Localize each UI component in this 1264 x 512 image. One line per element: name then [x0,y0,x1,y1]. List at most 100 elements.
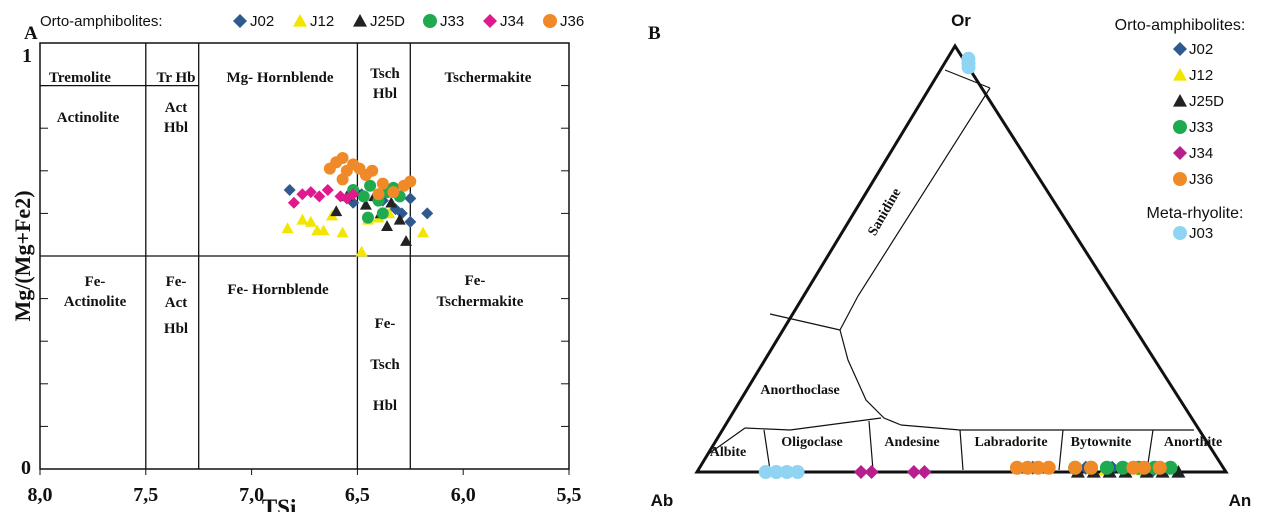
y-tick-label-1: 1 [22,45,32,67]
field-label-a: Tsch [370,357,400,373]
data-point-a-j12 [336,226,349,238]
data-point-b-j36 [1136,460,1151,475]
data-point-b-j36 [1068,460,1083,475]
data-point-a-j33 [364,179,377,192]
field-label-a: Tremolite [49,70,111,86]
data-point-a-j25d [393,213,406,225]
data-point-a-j36 [376,177,389,190]
data-point-b-j03 [758,465,773,479]
data-point-a-j33 [361,211,374,224]
field-label-b: Sanidine [865,186,904,239]
data-point-a-j34 [296,188,309,201]
field-boundary-b [744,417,882,431]
apex-label-or: Or [951,11,971,30]
legend-a-label-j33: J33 [440,13,464,30]
legend-b-marker-j34 [1173,146,1187,160]
data-point-b-j34 [917,465,932,479]
legend-b-marker-j12 [1173,68,1187,81]
legend-a-marker-j33 [423,14,437,28]
data-point-b-j25d [1171,465,1186,478]
data-point-a-j34 [304,186,317,199]
field-label-a: Actinolite [57,110,120,126]
field-label-a: Act [165,295,188,311]
field-label-b: Labradorite [974,435,1047,450]
data-point-a-j12 [304,215,317,227]
data-point-a-j25d [400,235,413,246]
field-label-a: Hbl [164,120,188,136]
apex-label-ab: Ab [651,491,674,510]
legend-b-title-1: Orto-amphibolites: [1115,17,1246,34]
data-point-a-j25d [385,196,398,208]
legend-a-label-j36: J36 [560,13,584,30]
panel-label-b: B [648,23,661,44]
field-boundary-b [763,429,771,471]
field-label-a: Mg- Hornblende [226,70,333,86]
data-point-a-j12 [416,226,429,238]
field-label-b: Albite [710,445,747,460]
data-point-a-j36 [387,186,400,199]
legend-a-label-j25d: J25D [370,13,405,30]
data-point-a-j12 [281,222,294,234]
x-tick-label: 7,0 [239,484,264,506]
data-point-a-j25d [330,205,343,217]
data-point-b-j36 [1126,460,1141,475]
legend-b-title-2: Meta-rhyolite: [1147,205,1244,222]
data-point-b-j36 [1020,460,1035,475]
field-label-b: Anorthoclase [760,383,839,398]
data-point-a-j25d [381,220,394,231]
legend-a-marker-j02 [233,14,247,28]
field-label-b: Oligoclase [781,435,842,450]
data-point-a-j02 [404,215,417,228]
field-boundary-b [944,69,991,89]
field-label-a: Fe- Hornblende [227,282,329,298]
data-point-a-j12 [317,224,330,236]
legend-b-marker-j36 [1173,172,1187,186]
legend-b-label-j03: J03 [1189,225,1213,242]
field-label-a: Fe- [465,273,486,289]
field-label-a: Tsch [370,66,400,82]
data-point-a-j02 [283,183,296,196]
data-point-b-j36 [1009,460,1024,475]
data-point-a-j36 [372,188,385,201]
x-tick-label: 6,5 [345,484,370,506]
data-point-a-j34 [321,183,334,196]
legend-b-label-j02: J02 [1189,41,1213,58]
data-point-a-j34 [287,196,300,209]
panel-label-a: A [24,23,38,44]
data-point-a-j36 [336,152,349,165]
legend-b-label-j12: J12 [1189,67,1213,84]
data-point-b-j33 [1163,460,1178,475]
data-point-a-j33 [376,207,389,220]
field-label-a: Fe- [85,274,106,290]
legend-b-label-j33: J33 [1189,119,1213,136]
data-point-b-j36 [1152,460,1167,475]
x-axis-label: TSi [262,495,297,512]
field-boundary-b [959,429,964,471]
data-point-b-j36 [1041,460,1056,475]
field-label-a: Fe- [166,274,187,290]
field-label-b: Andesine [884,435,939,450]
field-boundary-b [1058,429,1064,471]
field-label-a: Tschermakite [437,294,524,310]
data-point-b-j03 [769,465,784,479]
field-label-a: Fe- [375,316,396,332]
data-point-b-j36 [1031,460,1046,475]
field-boundary-b [868,420,874,471]
legend-a-marker-j12 [293,14,307,27]
data-point-a-j34 [347,188,360,201]
data-point-b-j03 [779,465,794,479]
data-point-a-j36 [366,164,379,177]
field-boundary-b [839,329,902,426]
data-point-a-j34 [313,190,326,203]
ternary-triangle [694,43,1229,474]
legend-b-label-j36: J36 [1189,171,1213,188]
x-tick-label: 7,5 [133,484,158,506]
legend-a-marker-j36 [543,14,557,28]
field-label-a: Tschermakite [445,70,532,86]
data-point-b-j33 [1099,460,1114,475]
data-point-a-j02 [404,192,417,205]
data-point-a-j33 [357,190,370,203]
legend-b-marker-j03 [1173,226,1187,240]
data-point-b-j36 [1084,460,1099,475]
legend-b-marker-j25d [1173,94,1187,107]
